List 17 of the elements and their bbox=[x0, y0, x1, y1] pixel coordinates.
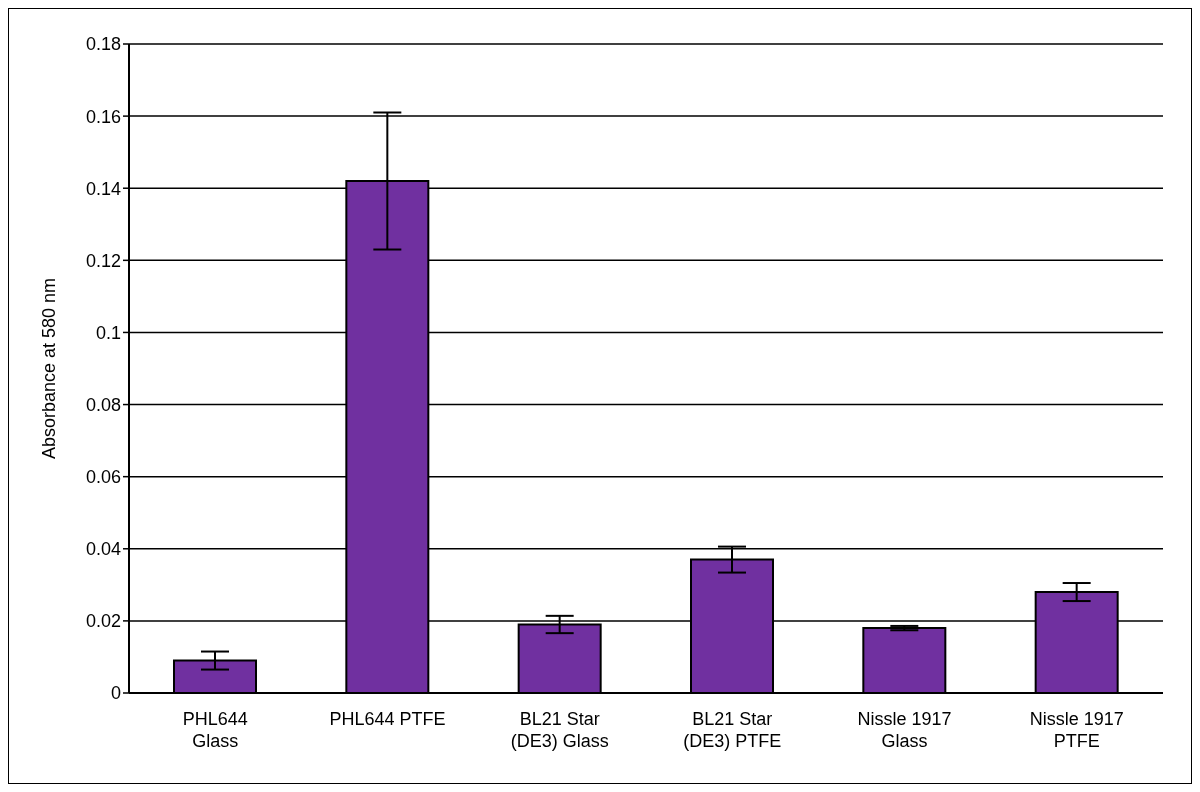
y-tick-label: 0.14 bbox=[85, 178, 121, 199]
x-tick-label: PHL644 PTFE bbox=[329, 709, 446, 729]
y-tick-label: 0.18 bbox=[85, 34, 121, 55]
y-tick-label: 0.08 bbox=[85, 394, 121, 415]
x-tick-label: Nissle 1917 PTFE bbox=[1029, 709, 1124, 751]
x-tick-label: BL21 Star (DE3) PTFE bbox=[683, 709, 782, 751]
y-tick-label: 0.16 bbox=[85, 106, 121, 127]
y-axis-title: Absorbance at 580 nm bbox=[39, 277, 60, 460]
y-tick-label: 0.06 bbox=[85, 467, 121, 488]
x-tick-label: Nissle 1917 Glass bbox=[857, 709, 952, 751]
y-tick-label: 0.04 bbox=[85, 539, 121, 560]
y-tick-label: 0.02 bbox=[85, 611, 121, 632]
y-tick-label: 0 bbox=[110, 683, 121, 704]
x-tick-label: BL21 Star (DE3) Glass bbox=[510, 709, 609, 751]
x-tick-label: PHL644 Glass bbox=[182, 709, 248, 751]
y-tick-label: 0.12 bbox=[85, 250, 121, 271]
y-tick-label: 0.1 bbox=[95, 322, 121, 343]
